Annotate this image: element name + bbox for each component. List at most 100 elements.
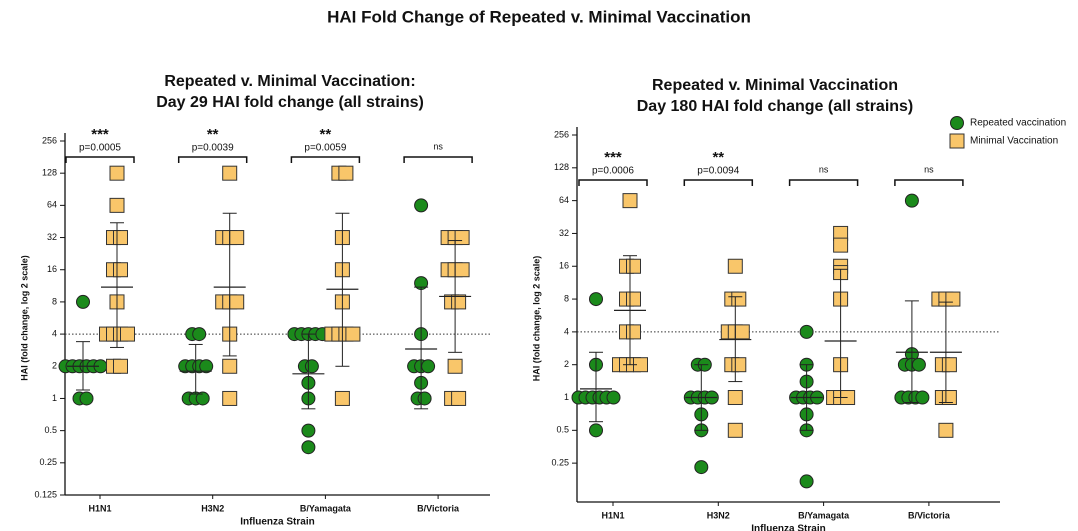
significance-stars: ** [320, 126, 332, 143]
data-point [109, 165, 125, 181]
y-tick-label: 4 [52, 328, 57, 338]
figure-title: HAI Fold Change of Repeated v. Minimal V… [327, 7, 751, 26]
y-tick-label: 16 [559, 261, 569, 271]
data-point [734, 324, 750, 340]
data-point [606, 390, 621, 405]
data-point [454, 230, 470, 246]
data-point [76, 294, 90, 309]
data-point [229, 230, 245, 246]
p-value: p=0.0059 [304, 143, 346, 154]
significance-bracket [683, 179, 754, 186]
y-tick-label: 0.25 [39, 457, 57, 467]
x-tick-label: B/Yamagata [300, 503, 352, 513]
significance-bracket [788, 179, 859, 186]
x-axis-label: Influenza Strain [240, 517, 314, 528]
x-tick-label: H3N2 [707, 510, 730, 520]
data-point [904, 193, 919, 208]
y-tick-label: 32 [47, 232, 57, 242]
significance-bracket [578, 179, 648, 186]
y-tick-label: 0.125 [34, 489, 57, 499]
data-point [304, 359, 319, 374]
legend-marker [949, 133, 965, 149]
y-tick-label: 1 [564, 392, 569, 402]
chart-title: Day 29 HAI fold change (all strains) [156, 94, 424, 111]
data-point [938, 422, 954, 438]
y-tick-label: 256 [42, 135, 57, 145]
significance-bracket [894, 179, 964, 186]
significance-bracket [290, 156, 361, 163]
significance-stars: ns [819, 164, 829, 174]
y-tick-label: 0.5 [44, 425, 57, 435]
data-point [222, 390, 238, 406]
data-point [589, 292, 603, 307]
data-point [694, 460, 709, 475]
data-point [421, 359, 436, 374]
p-value: p=0.0039 [192, 143, 234, 154]
data-point [945, 291, 961, 307]
significance-stars: *** [604, 149, 622, 166]
y-axis-label: HAI (fold change, log 2 scale) [19, 255, 29, 381]
data-point [833, 237, 849, 253]
data-point [589, 423, 603, 438]
significance-bracket [177, 156, 248, 163]
y-tick-label: 8 [52, 296, 57, 306]
x-tick-label: B/Yamagata [798, 510, 850, 520]
y-tick-label: 16 [47, 264, 57, 274]
data-point [911, 357, 926, 372]
data-point [301, 423, 316, 438]
chart-title: Repeated v. Minimal Vaccination [652, 77, 898, 94]
p-value: p=0.0006 [592, 166, 634, 177]
data-point [447, 358, 463, 374]
legend-label: Repeated vaccination [970, 118, 1066, 129]
data-point [192, 327, 207, 342]
data-point [731, 357, 747, 373]
data-point [113, 358, 128, 374]
data-point [626, 291, 641, 307]
data-point [120, 326, 135, 342]
data-point [109, 197, 125, 213]
y-tick-label: 128 [42, 168, 57, 178]
x-tick-label: B/Victoria [417, 503, 460, 513]
data-point [451, 390, 467, 406]
data-point [195, 391, 210, 406]
significance-stars: ns [924, 164, 934, 174]
y-tick-label: 256 [554, 129, 569, 139]
y-tick-label: 4 [564, 326, 569, 336]
y-tick-label: 128 [554, 162, 569, 172]
p-value: p=0.0005 [79, 143, 121, 154]
data-point [727, 258, 743, 274]
data-point [222, 165, 238, 181]
x-tick-label: B/Victoria [908, 510, 951, 520]
data-point [626, 324, 641, 340]
significance-stars: ** [207, 126, 219, 143]
data-point [941, 357, 957, 373]
significance-bracket [403, 156, 473, 163]
data-point [199, 359, 214, 374]
data-point [727, 390, 743, 406]
y-tick-label: 32 [559, 228, 569, 238]
significance-stars: ns [433, 141, 443, 151]
x-tick-label: H1N1 [601, 510, 624, 520]
data-point [222, 358, 238, 374]
p-value: p=0.0094 [697, 166, 739, 177]
data-point [79, 391, 94, 406]
data-point [301, 440, 316, 455]
significance-bracket [65, 156, 135, 163]
data-point [334, 390, 350, 406]
x-tick-label: H1N1 [88, 503, 111, 513]
x-tick-label: H3N2 [201, 503, 224, 513]
y-tick-label: 2 [564, 359, 569, 369]
y-tick-label: 64 [559, 195, 569, 205]
data-point [229, 294, 245, 310]
legend-label: Minimal Vaccination [970, 136, 1058, 147]
data-point [799, 324, 814, 339]
significance-stars: ** [712, 149, 724, 166]
data-point [113, 262, 128, 278]
y-axis-label: HAI (fold change, log 2 scale) [531, 256, 541, 382]
y-tick-label: 0.25 [551, 458, 569, 468]
data-point [727, 422, 743, 438]
legend-marker [950, 116, 964, 130]
data-point [731, 291, 747, 307]
data-point [345, 326, 361, 342]
